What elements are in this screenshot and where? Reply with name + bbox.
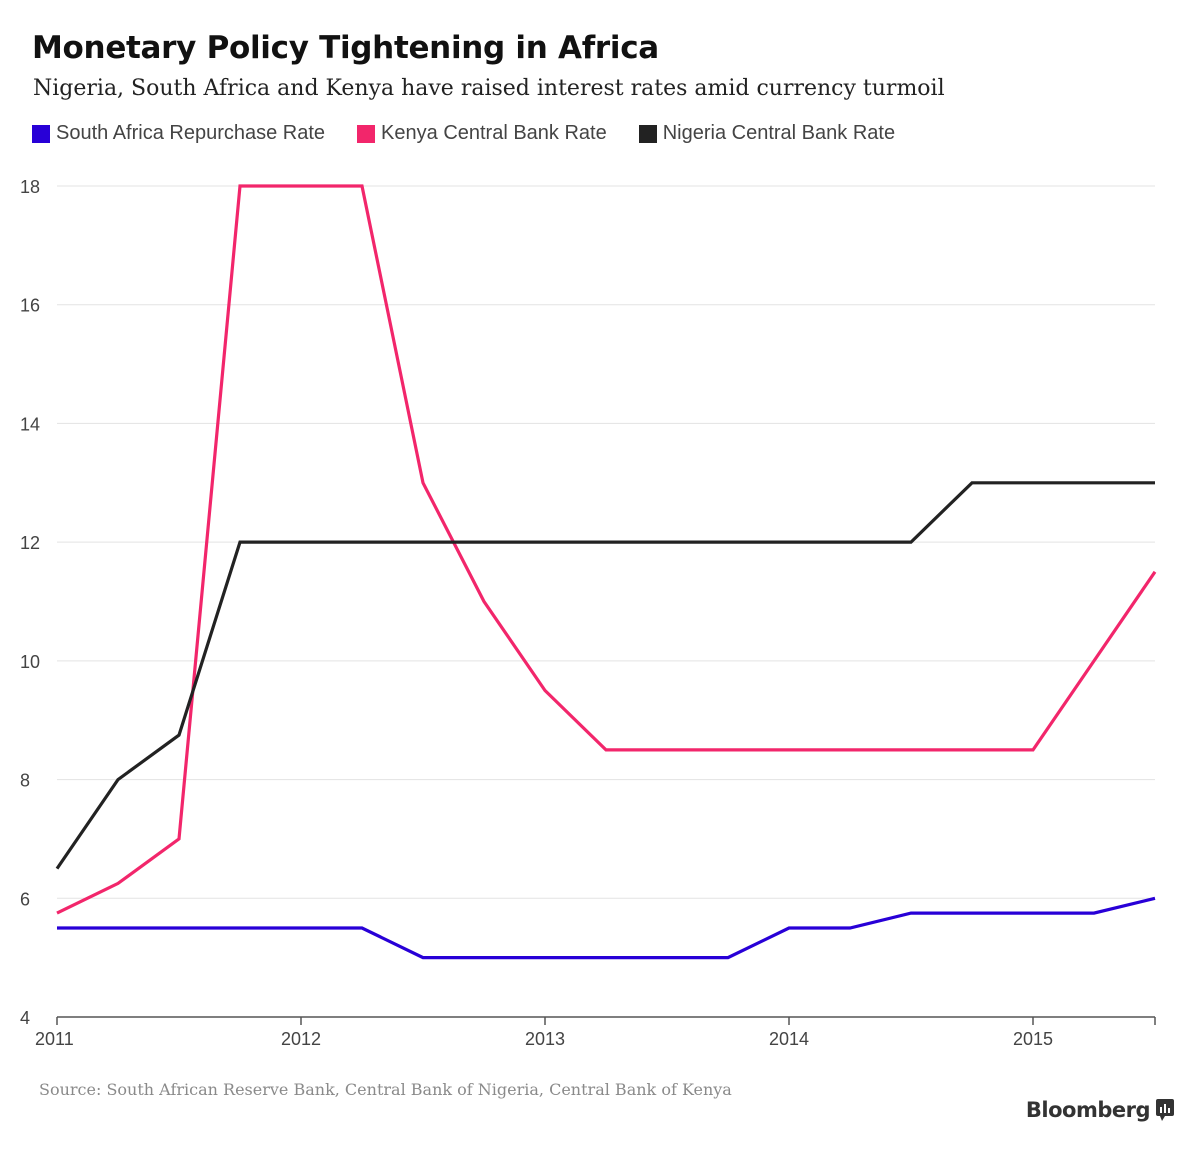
brand-logo: Bloomberg (1026, 1098, 1174, 1122)
gridlines (57, 185, 1155, 899)
source-note: Source: South African Reserve Bank, Cent… (39, 1080, 732, 1099)
legend-item-nigeria: Nigeria Central Bank Rate (638, 122, 896, 145)
y-tick-label: 12 (20, 533, 40, 553)
x-tick-label: 2012 (281, 1029, 321, 1049)
legend-swatch-kenya (357, 124, 376, 143)
legend-label-nigeria: Nigeria Central Bank Rate (662, 122, 896, 144)
bloomberg-chart-icon (1156, 1099, 1174, 1121)
legend-item-kenya: Kenya Central Bank Rate (357, 122, 607, 145)
y-tick-label: 14 (20, 414, 40, 434)
legend: South Africa Repurchase Rate Kenya Centr… (32, 122, 927, 145)
y-tick-label: 10 (20, 652, 40, 672)
chart-subtitle: Nigeria, South Africa and Kenya have rai… (33, 76, 945, 101)
y-tick-label: 16 (20, 296, 40, 316)
legend-label-kenya: Kenya Central Bank Rate (381, 122, 607, 144)
y-tick-label: 8 (20, 771, 30, 791)
y-tick-label: 4 (20, 1008, 30, 1028)
chart-title: Monetary Policy Tightening in Africa (32, 30, 659, 66)
x-tick-label: 2011 (35, 1029, 74, 1049)
x-tick-label: 2014 (769, 1029, 809, 1049)
series-line-kenya (56, 184, 1157, 915)
series-line-nigeria (55, 481, 1155, 870)
legend-item-south-africa: South Africa Repurchase Rate (32, 122, 325, 145)
legend-label-south-africa: South Africa Repurchase Rate (56, 122, 326, 144)
x-tick-label: 2015 (1013, 1029, 1053, 1049)
x-tick-label: 2013 (525, 1029, 565, 1049)
x-axis: 2011 2012 2013 2014 2015 (35, 1016, 1156, 1049)
series-lines (55, 184, 1157, 960)
y-tick-label: 18 (20, 177, 40, 197)
legend-swatch-nigeria (638, 124, 657, 143)
brand-name: Bloomberg (1025, 1098, 1151, 1122)
y-tick-label: 6 (20, 889, 30, 909)
series-line-south-africa (57, 896, 1156, 960)
y-axis-ticks: 4 6 8 10 12 14 16 18 (20, 177, 40, 1028)
legend-swatch-south-africa (32, 124, 50, 143)
